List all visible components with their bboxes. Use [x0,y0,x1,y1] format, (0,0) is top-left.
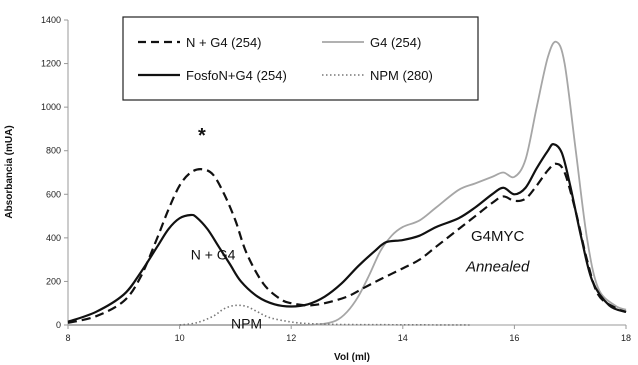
x-tick-label: 10 [175,333,185,343]
y-axis-title: Absorbancia (mUA) [4,125,15,218]
legend: N + G4 (254) G4 (254) FosfoN+G4 (254) NPM (… [122,16,479,101]
y-tick-label: 0 [56,320,61,330]
annotation-label: NPM [231,315,262,331]
x-tick-label: 18 [621,333,631,343]
series-line [67,162,627,324]
legend-label: NPM (280) [370,68,433,83]
y-tick-label: 200 [46,276,61,286]
y-tick-label: 600 [46,189,61,199]
legend-label: FosfoN+G4 (254) [186,68,287,83]
x-tick-label: 12 [286,333,296,343]
x-tick-label: 8 [65,333,70,343]
y-tick-label: 400 [46,233,61,243]
annotation-label: * [198,125,206,147]
x-axis: 8 10 12 14 16 18 [65,324,631,343]
y-tick-label: 1200 [41,59,61,69]
series-line [67,40,627,326]
annotation-label: G4MYC [471,228,525,245]
annotation-label: Annealed [465,259,530,276]
x-axis-title: Vol (ml) [334,352,370,363]
series-line [179,304,470,326]
x-tick-label: 16 [509,333,519,343]
y-tick-label: 1400 [41,15,61,25]
series-line [67,143,627,323]
legend-box [122,16,479,101]
y-tick-label: 800 [46,146,61,156]
y-axis: 0 200 400 600 800 1000 1200 1400 [41,15,69,330]
legend-label: N + G4 (254) [186,35,262,50]
x-tick-label: 14 [398,333,408,343]
legend-label: G4 (254) [370,35,421,50]
y-tick-label: 1000 [41,102,61,112]
plot-lines [67,40,627,326]
annotation-label: N + G4 [191,247,236,263]
annotations: * N + G4 NPM G4MYC Annealed [191,125,530,331]
